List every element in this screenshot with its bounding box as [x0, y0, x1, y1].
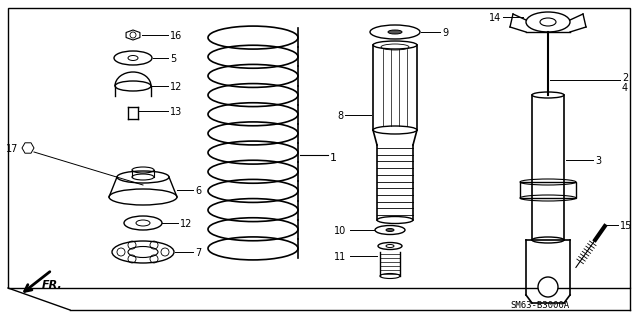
Ellipse shape [386, 228, 394, 232]
Text: 6: 6 [195, 186, 201, 196]
Text: 4: 4 [622, 83, 628, 93]
Text: 13: 13 [170, 107, 182, 117]
Circle shape [538, 277, 558, 297]
Text: 7: 7 [195, 248, 201, 258]
Text: SM63-B3000A: SM63-B3000A [511, 300, 570, 309]
Text: 15: 15 [620, 221, 632, 231]
Text: 14: 14 [489, 13, 501, 23]
Text: 9: 9 [442, 28, 448, 38]
Text: 8: 8 [337, 111, 343, 121]
Bar [8, 8, 630, 288]
Text: 1: 1 [330, 153, 337, 163]
Text: 2: 2 [622, 73, 628, 83]
Ellipse shape [388, 30, 402, 34]
Text: 3: 3 [595, 156, 601, 166]
Text: 12: 12 [170, 82, 182, 92]
Text: 11: 11 [333, 252, 346, 262]
Text: 5: 5 [170, 54, 176, 64]
Text: 16: 16 [170, 31, 182, 41]
Text: 10: 10 [333, 226, 346, 236]
Text: FR.: FR. [42, 280, 63, 290]
Text: 17: 17 [6, 144, 19, 154]
Text: 12: 12 [180, 219, 193, 229]
